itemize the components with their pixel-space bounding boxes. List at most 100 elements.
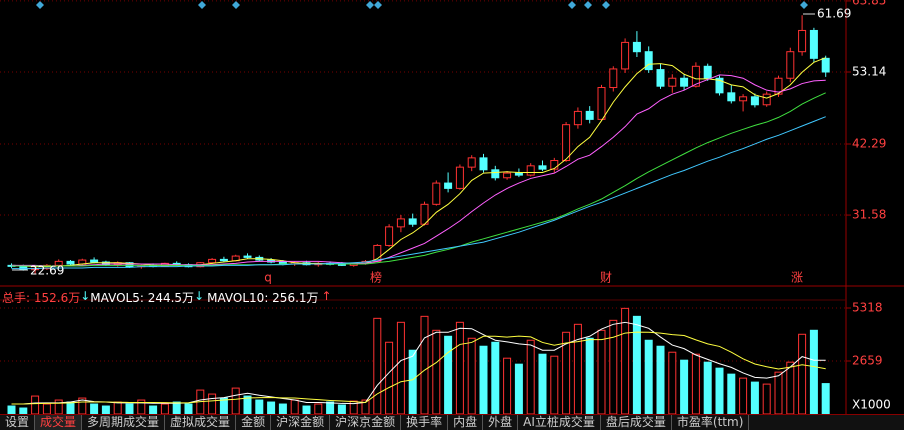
volume-bar [585,337,594,415]
tab[interactable]: 虚拟成交量 [165,415,237,430]
candle-body [715,77,724,94]
volume-bar [455,321,464,415]
ma-line [11,321,826,405]
candle-body [432,182,441,205]
candle-body [644,51,653,71]
volume-bar [373,317,382,415]
candle-body [597,87,606,120]
volume-bar [160,403,169,415]
candle-body [385,226,394,246]
candle-body [562,124,571,162]
legend-item: 总手: 152.6万 [2,291,81,305]
legend-item: ↑ [321,289,332,303]
volume-bar [337,404,346,415]
candle-body [101,261,110,266]
candle-body [514,172,523,176]
candle-body [632,41,641,53]
candle-body [538,165,547,170]
candle-body [774,77,783,95]
y-tick-label: 31.58 [852,208,886,222]
volume-bar [691,353,700,415]
candle-body [125,262,134,268]
candle-body [526,165,535,176]
tab[interactable]: 换手率 [401,415,449,430]
volume-bar [125,403,134,415]
volume-bar [408,349,417,415]
y-tick-label: 53.14 [852,64,886,78]
volume-bar [762,383,771,415]
event-marker: 财 [600,271,612,285]
tab[interactable]: 金额 [236,415,272,430]
ma-line [11,331,826,405]
legend-item: ↓ [194,289,205,303]
tab[interactable]: AI立桩成交量 [518,415,601,430]
volume-bar [809,329,818,415]
tab[interactable]: 设置 [0,415,36,430]
tab[interactable]: 沪深京金额 [330,415,402,430]
candle-body [621,41,630,70]
candle-body [243,255,252,258]
volume-bar [7,405,16,415]
volume-bar [255,399,264,415]
volume-bar [680,359,689,415]
candle-body [66,260,75,265]
tab[interactable]: 沪深金额 [271,415,331,430]
candle-body [550,160,559,170]
legend-item: MAVOL5: 244.5万 [90,291,195,305]
volume-bar [19,407,28,415]
y-tick-label: 42.29 [852,136,886,150]
volume-bar [208,393,217,415]
y-tick-label: 5318 [852,301,883,315]
candle-body [680,77,689,87]
candle-body [208,258,217,264]
candle-body [703,65,712,79]
volume-bar [149,405,158,415]
volume-bar [573,323,582,415]
volume-bar [514,363,523,415]
tab[interactable]: 市盈率(ttm) [672,415,750,430]
candle-body [585,110,594,120]
volume-bar [349,400,358,415]
volume-bar [137,399,146,415]
candle-body [762,93,771,106]
volume-bar [78,397,87,415]
event-marker: q [264,271,272,285]
volume-bar [526,339,535,415]
volume-bar [739,377,748,415]
candle-body [656,69,665,87]
tab[interactable]: 内盘 [448,415,484,430]
volume-bar [715,367,724,415]
candle-body [503,172,512,179]
tab[interactable]: 成交量 [35,415,83,430]
volume-legend: 总手: 152.6万 ↓ MAVOL5: 244.5万 ↓ MAVOL10: 256.1… [2,289,332,305]
volume-bar [550,355,559,415]
volume-bar [31,395,40,415]
volume-bar [727,373,736,415]
volume-bar [786,361,795,415]
volume-bar [361,399,370,415]
volume-bar [231,387,240,415]
volume-bar [703,361,712,415]
candle-body [668,77,677,87]
candle-body [786,51,795,79]
volume-bar [290,399,299,415]
volume-bar [632,315,641,415]
volume-bar [90,403,99,415]
volume-bar [597,329,606,415]
candle-body [727,92,736,102]
ma-line [11,116,826,270]
volume-bar [396,321,405,415]
volume-bar [750,381,759,415]
legend-item: ↓ [80,289,91,303]
tab[interactable]: 盘后成交量 [601,415,672,430]
tab-bar: 设置 成交量 多周期成交量 虚拟成交量 金额 沪深金额 沪深京金额 换手率 内盘 外盘 AI立桩成交… [0,414,904,430]
volume-bar [326,401,335,415]
tab[interactable]: 外盘 [483,415,519,430]
low-label: 22.69 [30,264,64,278]
volume-bar [774,371,783,415]
volume-bar [562,331,571,415]
tab[interactable]: 多周期成交量 [82,415,166,430]
candle-body [691,65,700,87]
volume-bar [821,383,830,415]
